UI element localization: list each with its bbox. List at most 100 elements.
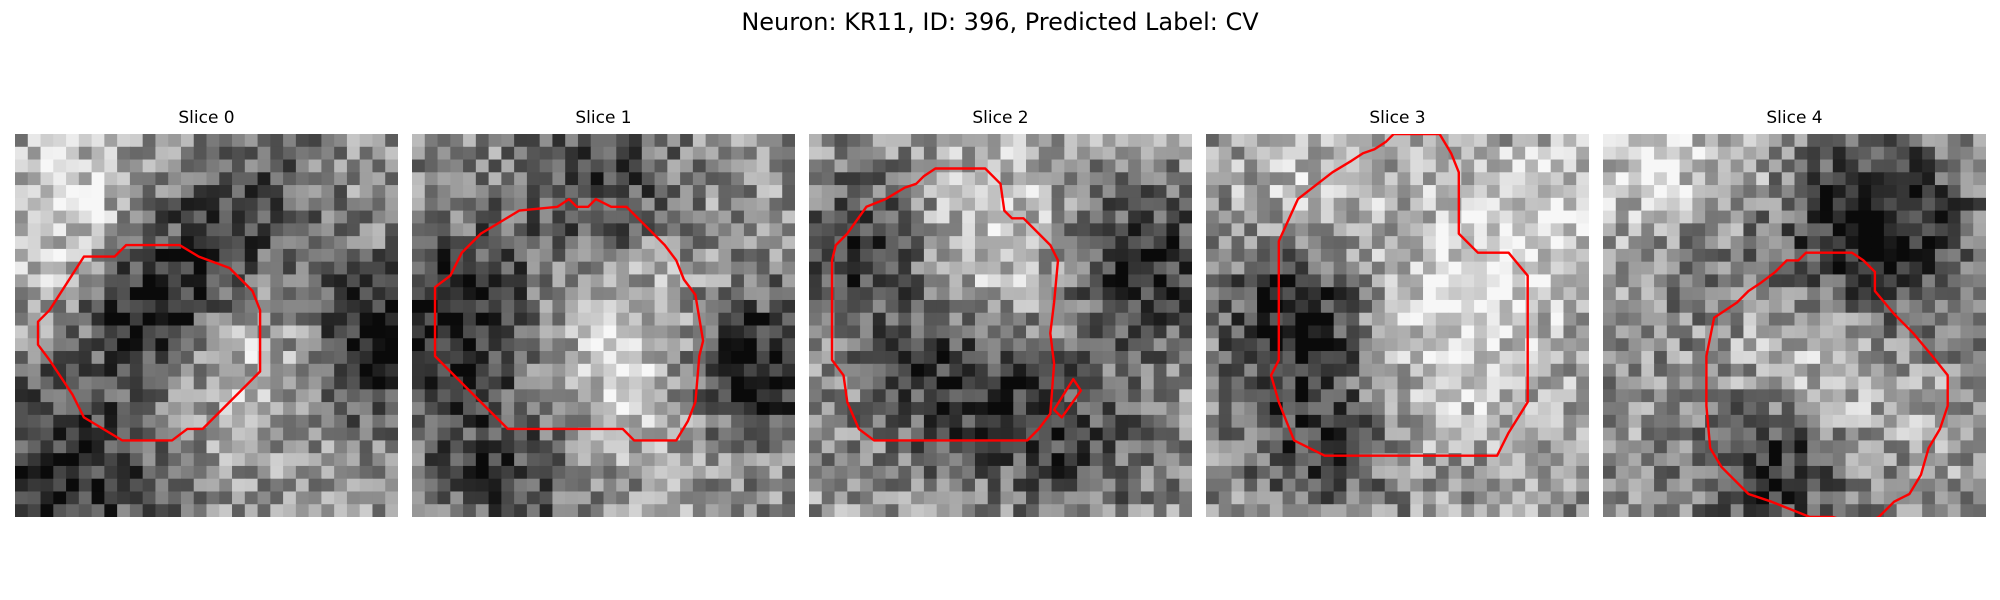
image-pixel: [1064, 261, 1078, 276]
image-pixel: [1576, 363, 1589, 378]
image-pixel: [1140, 159, 1155, 173]
image-pixel: [359, 172, 374, 186]
image-pixel: [1615, 389, 1630, 403]
image-pixel: [27, 504, 42, 517]
image-pixel: [872, 491, 887, 505]
image-pixel: [424, 274, 439, 288]
image-pixel: [654, 389, 668, 403]
image-pixel: [872, 414, 887, 429]
image-pixel: [654, 287, 668, 301]
image-pixel: [616, 185, 630, 199]
image-pixel: [155, 134, 169, 148]
image-pixel: [1537, 389, 1552, 403]
image-pixel: [1934, 363, 1949, 378]
image-pixel: [692, 134, 707, 148]
image-pixel: [1486, 351, 1501, 365]
image-pixel: [1218, 325, 1233, 339]
image-pixel: [667, 299, 681, 314]
image-pixel: [27, 159, 42, 173]
image-pixel: [1295, 312, 1309, 327]
image-pixel: [654, 172, 668, 186]
image-pixel: [552, 236, 566, 250]
image-pixel: [142, 478, 157, 493]
image-pixel: [1576, 491, 1589, 505]
image-pixel: [1922, 159, 1936, 173]
image-pixel: [1206, 389, 1220, 403]
image-pixel: [1333, 363, 1348, 378]
image-pixel: [359, 312, 374, 327]
image-pixel: [1654, 453, 1668, 467]
image-pixel: [1730, 478, 1745, 493]
image-pixel: [1832, 504, 1847, 517]
image-pixel: [1089, 261, 1104, 276]
image-pixel: [1947, 363, 1962, 378]
image-pixel: [206, 248, 220, 263]
image-pixel: [590, 236, 605, 250]
image-pixel: [1257, 236, 1271, 250]
image-pixel: [1756, 223, 1770, 237]
image-pixel: [1089, 440, 1104, 454]
image-pixel: [219, 440, 233, 454]
image-pixel: [1666, 504, 1681, 517]
image-pixel: [847, 146, 861, 161]
image-pixel: [590, 185, 605, 199]
image-pixel: [346, 440, 361, 454]
image-pixel: [1410, 236, 1424, 250]
image-pixel: [437, 351, 451, 365]
image-pixel: [1064, 197, 1078, 212]
image-pixel: [1077, 159, 1091, 173]
image-pixel: [1115, 351, 1129, 365]
image-pixel: [463, 427, 477, 441]
image-pixel: [743, 504, 758, 517]
image-pixel: [577, 299, 592, 314]
image-pixel: [27, 134, 42, 148]
image-pixel: [1038, 236, 1053, 250]
image-pixel: [463, 440, 477, 454]
image-pixel: [1371, 312, 1386, 327]
image-pixel: [1089, 134, 1104, 148]
image-pixel: [1934, 312, 1949, 327]
image-pixel: [1128, 491, 1142, 505]
image-pixel: [321, 197, 335, 212]
image-pixel: [1934, 223, 1949, 237]
image-pixel: [1064, 440, 1078, 454]
image-pixel: [539, 248, 554, 263]
image-pixel: [1781, 185, 1796, 199]
image-pixel: [385, 440, 398, 454]
image-pixel: [193, 402, 208, 416]
image-pixel: [1960, 491, 1974, 505]
image-pixel: [1320, 491, 1335, 505]
image-pixel: [104, 453, 118, 467]
image-pixel: [782, 299, 795, 314]
image-pixel: [1153, 465, 1168, 480]
image-pixel: [1333, 478, 1348, 493]
image-pixel: [1550, 261, 1565, 276]
image-pixel: [1102, 299, 1116, 314]
image-pixel: [1166, 134, 1180, 148]
image-pixel: [1486, 274, 1501, 288]
image-pixel: [1295, 274, 1309, 288]
image-pixel: [1858, 414, 1872, 429]
image-pixel: [705, 325, 719, 339]
image-pixel: [603, 504, 617, 517]
image-pixel: [514, 325, 528, 339]
image-pixel: [756, 185, 771, 199]
image-pixel: [565, 453, 579, 467]
image-pixel: [475, 248, 490, 263]
image-pixel: [1525, 491, 1539, 505]
image-pixel: [1359, 134, 1373, 148]
image-pixel: [962, 274, 976, 288]
image-pixel: [769, 287, 783, 301]
image-pixel: [1628, 440, 1642, 454]
image-pixel: [1756, 389, 1770, 403]
image-pixel: [1244, 402, 1258, 416]
image-pixel: [1743, 414, 1757, 429]
image-pixel: [321, 478, 335, 493]
image-pixel: [641, 351, 656, 365]
image-pixel: [1282, 363, 1296, 378]
image-pixel: [898, 376, 912, 390]
image-pixel: [1909, 453, 1923, 467]
image-pixel: [1282, 172, 1296, 186]
image-pixel: [1295, 159, 1309, 173]
image-pixel: [1973, 351, 1986, 365]
